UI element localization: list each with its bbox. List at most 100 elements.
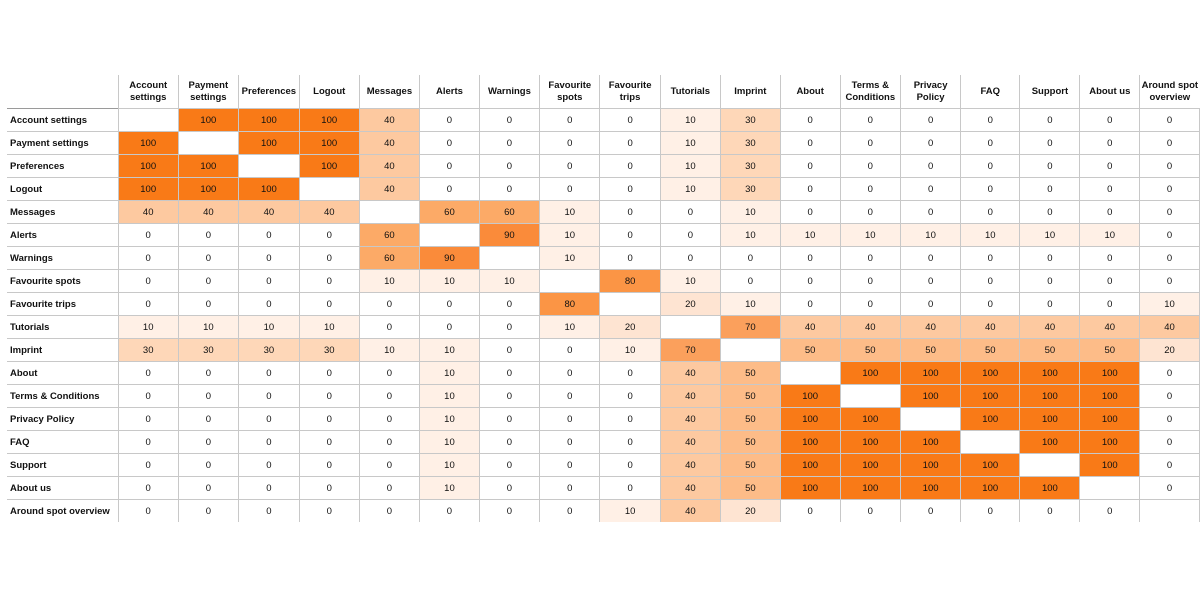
diagonal-cell [117, 108, 179, 132]
heatmap-cell: 100 [1019, 430, 1081, 454]
column-header-row: Account settings Payment settings Preference… [7, 75, 1200, 109]
diagonal-cell [1139, 499, 1200, 522]
heatmap-cell: 0 [1079, 269, 1141, 293]
column-label: Support [1019, 75, 1080, 109]
heatmap-cell: 40 [900, 315, 962, 339]
heatmap-cell: 0 [900, 499, 962, 522]
heatmap-cell: 40 [960, 315, 1021, 339]
heatmap-cell: 0 [539, 177, 601, 201]
heatmap-cell: 100 [900, 384, 962, 408]
column-label: FAQ [960, 75, 1020, 109]
matrix-row: Messages 40 40 40 40 60 60 10 0 0 10 0 0 0 0 0 0 0 [7, 200, 1200, 224]
heatmap-cell: 0 [779, 246, 841, 270]
heatmap-cell: 10 [419, 453, 480, 477]
heatmap-cell: 0 [599, 223, 661, 247]
heatmap-cell: 0 [1139, 453, 1200, 477]
heatmap-cell: 100 [298, 131, 360, 155]
heatmap-cell: 0 [960, 131, 1021, 155]
heatmap-cell: 0 [419, 177, 480, 201]
column-label-line: About [796, 85, 824, 97]
heatmap-cell: 0 [1019, 131, 1081, 155]
heatmap-cell: 100 [177, 177, 239, 201]
column-label: Tutorials [659, 75, 721, 109]
heatmap-cell: 0 [117, 384, 179, 408]
heatmap-cell: 40 [659, 361, 721, 385]
column-label-line: Favourite [608, 79, 652, 91]
heatmap-cell: 0 [839, 269, 902, 293]
heatmap-cell: 0 [419, 315, 480, 339]
heatmap-cell: 0 [1019, 269, 1081, 293]
heatmap-cell: 0 [419, 292, 480, 316]
heatmap-cell: 100 [960, 384, 1021, 408]
diagonal-cell [177, 131, 239, 155]
heatmap-cell: 10 [659, 177, 721, 201]
heatmap-cell: 0 [539, 131, 601, 155]
heatmap-cell: 100 [960, 361, 1021, 385]
heatmap-cell: 0 [358, 292, 421, 316]
column-label-line: Preferences [241, 85, 297, 97]
heatmap-cell: 0 [478, 292, 541, 316]
heatmap-cell: 0 [298, 246, 360, 270]
heatmap-cell: 0 [839, 499, 902, 522]
heatmap-cell: 0 [1139, 177, 1200, 201]
heatmap-cell: 50 [719, 476, 781, 500]
heatmap-cell: 0 [779, 269, 841, 293]
column-label-line: Policy [916, 91, 945, 103]
heatmap-cell: 100 [960, 407, 1021, 431]
heatmap-cell: 10 [839, 223, 902, 247]
heatmap-cell: 0 [177, 292, 239, 316]
column-label-line: Logout [313, 85, 346, 97]
heatmap-cell: 0 [900, 200, 962, 224]
heatmap-cell: 100 [1079, 384, 1141, 408]
heatmap-cell: 0 [478, 476, 541, 500]
heatmap-cell: 40 [659, 499, 721, 522]
card-sorting-similarity-matrix: Account settings Payment settings Preference… [7, 75, 1200, 522]
column-label-line: Account [129, 79, 168, 91]
heatmap-cell: 0 [358, 315, 421, 339]
matrix-row: Alerts 0 0 0 0 60 90 10 0 0 10 10 10 10 10 10 10 0 [7, 223, 1200, 247]
heatmap-cell: 0 [117, 361, 179, 385]
heatmap-cell: 0 [1139, 361, 1200, 385]
heatmap-cell: 0 [478, 361, 541, 385]
heatmap-cell: 100 [839, 407, 902, 431]
heatmap-cell: 0 [539, 361, 601, 385]
heatmap-cell: 10 [177, 315, 239, 339]
column-label-line: trips [619, 91, 641, 103]
heatmap-cell: 0 [1079, 108, 1141, 132]
matrix-row: Account settings 100 100 100 40 0 0 0 0 10 30 0 0 0 0 0… [7, 108, 1200, 132]
heatmap-cell: 0 [177, 476, 239, 500]
heatmap-cell: 50 [1079, 338, 1141, 362]
heatmap-cell: 0 [900, 108, 962, 132]
heatmap-cell: 100 [1079, 407, 1141, 431]
heatmap-cell: 0 [539, 154, 601, 178]
heatmap-cell: 0 [1019, 246, 1081, 270]
heatmap-cell: 0 [358, 453, 421, 477]
heatmap-cell: 0 [960, 269, 1021, 293]
heatmap-cell: 10 [1019, 223, 1081, 247]
heatmap-cell: 0 [779, 131, 841, 155]
heatmap-cell: 10 [419, 476, 480, 500]
heatmap-cell: 100 [839, 430, 902, 454]
column-label-line: Around spot [1141, 79, 1199, 91]
heatmap-cell: 40 [659, 476, 721, 500]
heatmap-cell: 10 [419, 407, 480, 431]
column-label-line: settings [129, 91, 167, 103]
heatmap-cell: 0 [177, 246, 239, 270]
heatmap-cell: 0 [539, 338, 601, 362]
matrix-row: Privacy Policy 0 0 0 0 0 10 0 0 0 40 50 100 100 100 100… [7, 407, 1200, 431]
matrix-row: Warnings 0 0 0 0 60 90 10 0 0 0 0 0 0 0 0 0 0 [7, 246, 1200, 270]
heatmap-cell: 10 [900, 223, 962, 247]
column-label: Warnings [478, 75, 540, 109]
heatmap-cell: 40 [358, 177, 421, 201]
heatmap-cell: 0 [298, 476, 360, 500]
heatmap-cell: 0 [1079, 246, 1141, 270]
heatmap-cell: 50 [719, 407, 781, 431]
heatmap-cell: 0 [960, 200, 1021, 224]
heatmap-cell: 0 [177, 223, 239, 247]
heatmap-cell: 0 [298, 292, 360, 316]
heatmap-cell: 0 [659, 246, 721, 270]
column-label-line: About us [1089, 85, 1131, 97]
heatmap-cell: 0 [237, 361, 300, 385]
heatmap-cell: 0 [779, 499, 841, 522]
heatmap-cell: 0 [539, 499, 601, 522]
